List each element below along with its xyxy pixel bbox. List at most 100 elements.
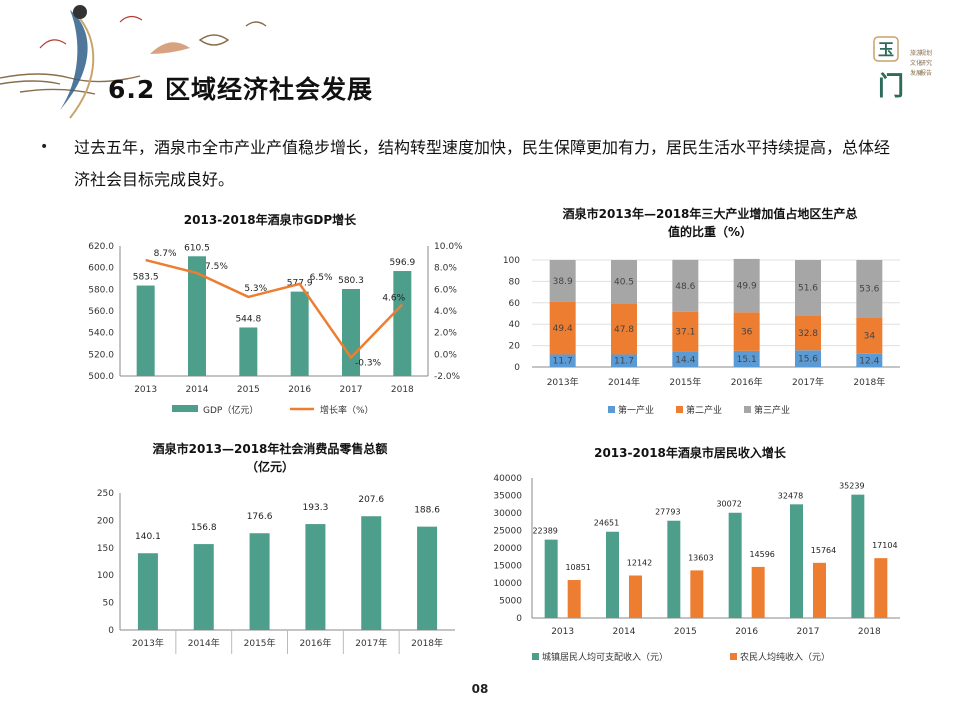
retail-y-tick: 250	[97, 489, 114, 499]
income-legend-label: 农民人均纯收入（元）	[740, 651, 830, 663]
income-y-tick: 30000	[493, 509, 522, 519]
gdp-bar-label: 583.5	[133, 273, 159, 283]
retail-bar-label: 176.6	[247, 512, 273, 522]
income-y-tick: 35000	[493, 492, 522, 502]
income-bar-label: 17104	[872, 541, 897, 550]
retail-chart-title: 酒泉市2013—2018年社会消费品零售总额 （亿元）	[110, 440, 430, 476]
page-number: 08	[471, 682, 489, 696]
industry-bar-primary	[549, 354, 576, 367]
gdp-bar	[188, 256, 206, 376]
industry-legend-swatch	[744, 406, 751, 413]
retail-bar-label: 140.1	[135, 532, 161, 542]
industry-bar-primary	[795, 350, 821, 367]
industry-bar-primary	[733, 350, 760, 367]
income-bar-label: 15764	[811, 546, 836, 555]
income-bar-label: 27793	[655, 508, 680, 517]
gdp-bar-label: 596.9	[389, 258, 415, 268]
retail-y-tick: 200	[97, 516, 114, 526]
retail-bar-label: 193.3	[303, 503, 329, 513]
industry-value-label: 34	[864, 332, 876, 342]
retail-x-tick: 2015年	[244, 637, 276, 649]
gdp-growth-label: 7.5%	[205, 262, 228, 272]
gdp-bar	[239, 327, 258, 376]
industry-bar-tertiary	[549, 260, 576, 302]
industry-bar-tertiary	[856, 260, 883, 318]
income-legend-label: 城镇居民人均可支配收入（元）	[542, 651, 668, 663]
income-x-tick: 2016	[735, 627, 758, 637]
industry-value-label: 48.6	[675, 282, 695, 292]
industry-value-label: 12.4	[859, 356, 879, 366]
gdp-growth-label: 5.3%	[244, 284, 267, 294]
industry-title-line-1: 酒泉市2013年—2018年三大产业增加值占地区生产总	[562, 207, 858, 221]
income-bar-rural	[567, 580, 581, 618]
retail-title-line-2: （亿元）	[245, 460, 294, 474]
gdp-bar-label: 610.5	[184, 243, 210, 253]
income-chart-title: 2013-2018年酒泉市居民收入增长	[594, 446, 786, 460]
income-y-tick: 20000	[493, 544, 522, 554]
income-y-tick: 5000	[499, 597, 522, 607]
industry-x-tick: 2014年	[608, 376, 640, 388]
income-bar-label: 14596	[749, 550, 774, 559]
industry-value-label: 51.6	[798, 284, 818, 294]
gdp-bar-label: 544.8	[235, 314, 261, 324]
gdp-y2-tick: 6.0%	[434, 285, 457, 295]
industry-legend-swatch	[608, 406, 615, 413]
gdp-y2-tick: 8.0%	[434, 264, 457, 274]
retail-y-tick: 100	[97, 571, 114, 581]
industry-bar-tertiary	[672, 259, 699, 312]
industry-bar-secondary	[549, 301, 576, 355]
gdp-y-tick: 500.0	[88, 372, 114, 382]
industry-chart: 100 80 60 40 20 0 11.7 49.4 38.9 2013年 11.7 47.8 40.…	[503, 256, 900, 416]
retail-x-tick: 2018年	[411, 637, 443, 649]
svg-text:门: 门	[878, 72, 904, 102]
retail-bar-label: 188.6	[414, 506, 440, 516]
industry-bar-tertiary	[795, 260, 821, 316]
gdp-y-tick: 560.0	[88, 307, 114, 317]
gdp-x-tick: 2014	[186, 385, 209, 395]
retail-bar	[193, 544, 214, 630]
svg-text:研究: 研究	[920, 59, 932, 67]
industry-x-tick: 2013年	[547, 376, 579, 388]
industry-value-label: 37.1	[675, 328, 695, 338]
industry-value-label: 15.1	[737, 355, 757, 365]
industry-legend-swatch	[676, 406, 683, 413]
bullet-marker: •	[40, 139, 49, 155]
industry-x-tick: 2016年	[731, 376, 763, 388]
income-x-tick: 2017	[797, 627, 820, 637]
industry-x-tick: 2017年	[792, 376, 824, 388]
gdp-chart: 620.0 600.0 580.0 560.0 540.0 520.0 500.0 10.0%…	[88, 242, 463, 416]
industry-bar-primary	[611, 354, 637, 367]
industry-value-label: 40.5	[614, 278, 634, 288]
income-bar-rural	[629, 575, 642, 618]
gdp-y-tick: 620.0	[88, 242, 114, 252]
income-bar-urban	[667, 520, 681, 618]
gdp-y-tick: 580.0	[88, 285, 114, 295]
gdp-growth-label: 6.5%	[310, 273, 333, 283]
gdp-y2-tick: -2.0%	[434, 372, 461, 382]
retail-bar-label: 156.8	[191, 523, 217, 533]
industry-y-tick: 60	[509, 299, 521, 309]
retail-bar	[305, 524, 326, 630]
slide-title: 6.2 区域经济社会发展	[108, 75, 373, 104]
industry-chart-title: 酒泉市2013年—2018年三大产业增加值占地区生产总 值的比重（%）	[520, 205, 900, 241]
income-y-tick: 10000	[493, 579, 522, 589]
industry-bar-secondary	[856, 317, 883, 354]
income-bar-label: 22389	[532, 527, 557, 536]
income-bar-rural	[690, 570, 704, 618]
industry-y-tick: 20	[509, 342, 521, 352]
income-bar-rural	[751, 566, 765, 618]
income-bar-label: 24651	[594, 519, 619, 528]
industry-y-tick: 80	[509, 277, 521, 287]
industry-bar-primary	[672, 351, 699, 367]
retail-chart: 250 200 150 100 50 0 140.1 2013年 156.8 2014年 176.6…	[97, 489, 455, 654]
retail-x-tick: 2014年	[188, 637, 220, 649]
gdp-bar-label: 580.3	[338, 276, 364, 286]
gdp-legend-swatch-bar	[172, 405, 198, 412]
industry-bar-primary	[856, 353, 883, 367]
header-decoration	[0, 5, 267, 119]
industry-value-label: 47.8	[614, 325, 634, 335]
gdp-y-tick: 520.0	[88, 350, 114, 360]
retail-x-tick: 2016年	[299, 637, 331, 649]
income-chart: 40000 35000 30000 25000 20000 15000 10000 5000 0…	[493, 474, 900, 663]
